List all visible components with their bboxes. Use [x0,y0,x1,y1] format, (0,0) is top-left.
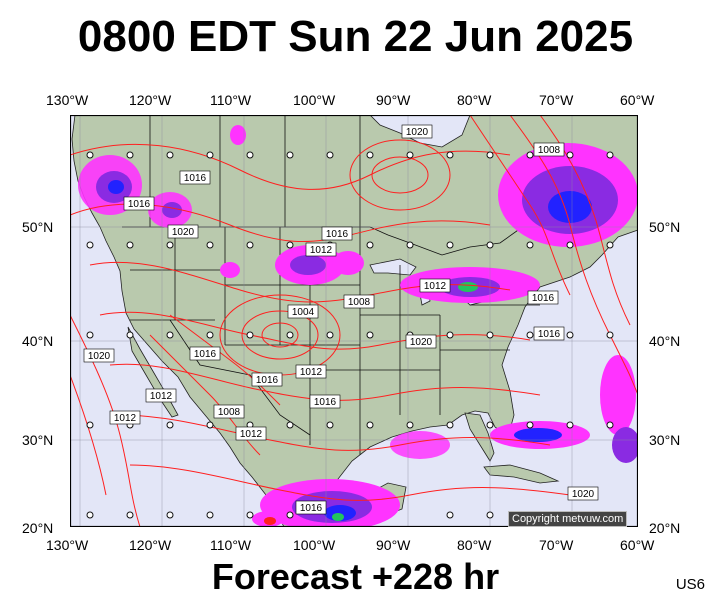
isobar-label: 1016 [179,170,211,185]
great-lakes [369,258,495,306]
svg-text:1020: 1020 [572,489,595,500]
lon-label-bottom: 110°W [210,537,252,553]
weather-map: 1020 1016 1016 1020 1008 1004 1016 1012 … [70,115,638,527]
svg-text:1012: 1012 [310,245,333,256]
florida [464,412,495,462]
svg-text:1016: 1016 [184,173,207,184]
lon-label-top: 80°W [457,92,492,108]
isobar-label: 1016 [123,196,155,211]
precipitation [78,125,638,527]
isobar-label: 1016 [189,346,221,361]
svg-text:1008: 1008 [538,145,561,156]
isobar-label: 1008 [343,294,375,309]
isobar-label: 1008 [213,404,245,419]
isobar-label: 1020 [567,486,599,501]
isobar-label: 1008 [533,142,565,157]
svg-text:1016: 1016 [538,329,561,340]
svg-text:1004: 1004 [292,307,315,318]
lon-label-bottom: 90°W [376,537,411,553]
svg-text:1016: 1016 [314,397,337,408]
svg-text:1008: 1008 [348,297,371,308]
isobar-labels: 1020 1016 1016 1020 1008 1004 1016 1012 … [83,124,599,515]
lat-label-right: 50°N [649,219,681,235]
lon-label-bottom: 120°W [129,537,172,553]
isobar-label: 1012 [305,242,337,257]
lat-label-left: 50°N [22,219,54,235]
isobar-label: 1016 [295,500,327,515]
lon-label-bottom: 60°W [620,537,655,553]
isobar-label: 1016 [251,372,283,387]
svg-text:1016: 1016 [300,503,323,514]
copyright-badge: Copyright metvuw.com [508,511,628,527]
svg-text:1012: 1012 [300,367,323,378]
isobar-label: 1012 [295,364,327,379]
svg-text:1020: 1020 [406,127,429,138]
lon-label-top: 70°W [539,92,574,108]
isobar-label: 1012 [419,278,451,293]
lon-label-bottom: 130°W [46,537,89,553]
forecast-label: Forecast +228 hr [211,556,500,597]
svg-text:1012: 1012 [424,281,447,292]
isobar-label: 1004 [287,304,319,319]
lon-label-bottom: 70°W [539,537,574,553]
lat-label-right: 20°N [649,520,681,536]
isobar-label: 1020 [405,334,437,349]
lon-label-top: 60°W [620,92,655,108]
isobar-label: 1020 [83,348,115,363]
lon-label-bottom: 100°W [293,537,336,553]
svg-text:1016: 1016 [194,349,217,360]
isobar-label: 1012 [145,388,177,403]
svg-text:1020: 1020 [172,227,195,238]
lon-label-top: 110°W [210,92,252,108]
svg-text:1012: 1012 [114,413,137,424]
lon-label-top: 90°W [376,92,411,108]
svg-text:1012: 1012 [150,391,173,402]
lat-label-right: 40°N [649,333,681,349]
isobar-label: 1012 [235,426,267,441]
graticule [70,115,638,527]
svg-text:1016: 1016 [326,229,349,240]
lon-label-bottom: 80°W [457,537,492,553]
isobar-label: 1016 [309,394,341,409]
lat-label-left: 40°N [22,333,54,349]
isobar-label: 1016 [321,226,353,241]
region-code: US6 [675,576,705,593]
svg-text:1016: 1016 [128,199,151,210]
map-title: 0800 EDT Sun 22 Jun 2025 [77,12,634,61]
svg-text:1020: 1020 [88,351,111,362]
map-frame [70,115,638,527]
isobar-label: 1016 [527,290,559,305]
isobar-label: 1020 [167,224,199,239]
lon-label-top: 130°W [46,92,89,108]
lat-label-right: 30°N [649,432,681,448]
isobar-label: 1016 [533,326,565,341]
lat-label-left: 20°N [22,520,54,536]
cuba [483,464,560,484]
lon-label-top: 120°W [129,92,172,108]
isobar-label: 1012 [109,410,141,425]
svg-text:1016: 1016 [532,293,555,304]
isobar-label: 1020 [401,124,433,139]
svg-text:1008: 1008 [218,407,241,418]
lat-label-left: 30°N [22,432,54,448]
svg-text:1012: 1012 [240,429,263,440]
lon-label-top: 100°W [293,92,336,108]
svg-text:1016: 1016 [256,375,279,386]
svg-text:1020: 1020 [410,337,433,348]
